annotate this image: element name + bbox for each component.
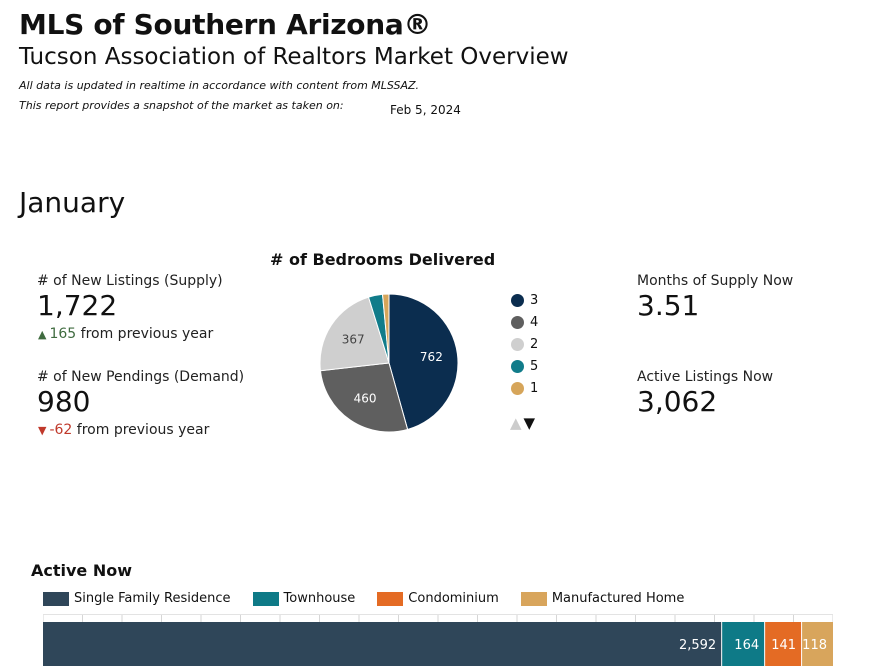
new-pendings-value: 980 <box>37 385 91 418</box>
pie-slice-3-bedrooms[interactable] <box>388 293 459 431</box>
update-note: All data is updated in realtime in accor… <box>19 79 420 92</box>
legend-swatch-icon <box>252 591 279 606</box>
new-listings-label: # of New Listings (Supply) <box>37 273 223 289</box>
pie-slice-1-bedrooms[interactable] <box>381 293 390 364</box>
pie-legend-label: 1 <box>530 380 539 396</box>
period-month: January <box>19 186 126 219</box>
pie-data-label: 367 <box>342 333 365 347</box>
legend-swatch-icon <box>520 591 547 606</box>
legend-dot-icon <box>511 316 524 330</box>
bar-segment-manufactured-home[interactable] <box>802 622 833 666</box>
active-listings-label: Active Listings Now <box>637 369 774 385</box>
months-supply-value: 3.51 <box>637 289 700 322</box>
pie-legend: 3 4 2 5 1 <box>511 290 538 399</box>
legend-next-icon[interactable]: ▼ <box>523 414 536 432</box>
pie-legend-label: 2 <box>530 336 539 352</box>
bar-segment-townhouse[interactable] <box>722 622 765 666</box>
legend-swatch-icon <box>377 591 404 606</box>
bar-legend-item[interactable]: Single Family Residence <box>43 591 231 606</box>
bedrooms-pie-chart: 762 460 367 <box>319 293 459 433</box>
bar-legend-label: Single Family Residence <box>74 591 231 606</box>
pie-legend-item[interactable]: 5 <box>511 355 538 377</box>
active-listings-value: 3,062 <box>637 385 718 418</box>
report-title: MLS of Southern Arizona® <box>19 8 432 41</box>
new-pendings-change: ▼ -62 from previous year <box>38 422 209 438</box>
bar-data-label: 141 <box>771 638 796 653</box>
legend-pager[interactable]: ▲ ▼ <box>510 414 535 432</box>
pie-slice-2-bedrooms[interactable] <box>319 296 390 372</box>
pie-data-label: 460 <box>354 391 377 405</box>
pie-legend-item[interactable]: 3 <box>511 290 538 312</box>
bar-data-label: 2,592 <box>679 638 716 653</box>
new-pendings-label: # of New Pendings (Demand) <box>37 369 245 385</box>
pie-legend-label: 4 <box>530 315 539 331</box>
pie-legend-item[interactable]: 2 <box>511 334 538 356</box>
bar-legend-item[interactable]: Condominium <box>377 591 499 606</box>
new-listings-change-value: 165 <box>49 326 77 342</box>
bar-legend: Single Family Residence Townhouse Condomin… <box>43 591 706 606</box>
legend-dot-icon <box>511 359 524 373</box>
pie-legend-label: 5 <box>530 358 539 374</box>
arrow-down-icon: ▼ <box>38 424 47 437</box>
legend-swatch-icon <box>43 591 69 606</box>
legend-prev-icon[interactable]: ▲ <box>510 414 522 432</box>
snapshot-note: This report provides a snapshot of the m… <box>19 99 344 112</box>
bar-legend-label: Manufactured Home <box>551 591 685 606</box>
pie-slice-4-bedrooms[interactable] <box>319 362 409 433</box>
bar-data-label: 164 <box>734 638 759 653</box>
pie-data-label: 762 <box>420 350 443 364</box>
pie-legend-item[interactable]: 4 <box>511 312 538 334</box>
active-now-title: Active Now <box>31 561 133 580</box>
bar-segment-single-family-residence[interactable] <box>43 622 722 666</box>
arrow-up-icon: ▲ <box>38 328 47 341</box>
bar-segment-condominium[interactable] <box>765 622 802 666</box>
new-pendings-change-value: -62 <box>49 422 73 438</box>
months-supply-label: Months of Supply Now <box>637 273 794 289</box>
pie-legend-label: 3 <box>530 293 539 309</box>
pie-chart-title: # of Bedrooms Delivered <box>270 250 496 269</box>
legend-dot-icon <box>511 381 524 395</box>
new-listings-change: ▲ 165 from previous year <box>38 326 213 342</box>
report-subtitle: Tucson Association of Realtors Market Ov… <box>19 44 569 70</box>
new-listings-change-suffix: from previous year <box>80 326 214 342</box>
legend-dot-icon <box>511 337 524 351</box>
bar-data-label: 118 <box>802 638 827 653</box>
bar-legend-item[interactable]: Manufactured Home <box>520 591 685 606</box>
new-pendings-change-suffix: from previous year <box>76 422 210 438</box>
pie-legend-item[interactable]: 1 <box>511 377 538 399</box>
bar-legend-item[interactable]: Townhouse <box>252 591 356 606</box>
active-now-bar-chart: 2,592 164 141 118 <box>43 614 833 666</box>
new-listings-value: 1,722 <box>37 289 118 322</box>
snapshot-date: Feb 5, 2024 <box>390 103 461 117</box>
legend-dot-icon <box>511 294 524 308</box>
bar-legend-label: Townhouse <box>283 591 356 606</box>
bar-legend-label: Condominium <box>408 591 499 606</box>
